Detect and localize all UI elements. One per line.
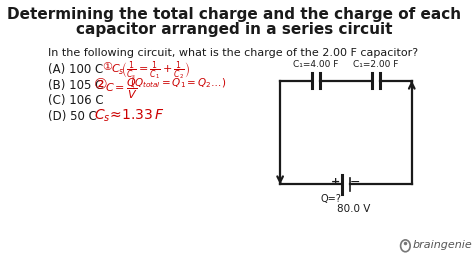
Text: braingenie: braingenie — [412, 240, 472, 250]
Text: ①: ① — [102, 62, 112, 72]
Text: (C) 106 C: (C) 106 C — [48, 94, 104, 107]
Text: $C_s\!\left(\frac{1}{C_s}=\frac{1}{C_1}+\frac{1}{C_2}\right)$: $C_s\!\left(\frac{1}{C_s}=\frac{1}{C_1}+… — [111, 60, 190, 82]
Text: $C_s\!\approx\!1.33\,F$: $C_s\!\approx\!1.33\,F$ — [94, 107, 165, 124]
Text: 80.0 V: 80.0 V — [337, 204, 370, 214]
Text: ②: ② — [94, 77, 108, 92]
Text: (D) 50 C: (D) 50 C — [48, 110, 97, 123]
Text: Determining the total charge and the charge of each: Determining the total charge and the cha… — [7, 7, 461, 22]
Text: C₁=2.00 F: C₁=2.00 F — [353, 60, 399, 69]
Text: Q=?: Q=? — [321, 194, 342, 204]
Text: $C=\dfrac{Q}{V}$: $C=\dfrac{Q}{V}$ — [105, 77, 138, 101]
Text: capacitor arranged in a series circuit: capacitor arranged in a series circuit — [76, 22, 392, 37]
Text: (B) 105 C: (B) 105 C — [48, 78, 103, 92]
Text: +: + — [331, 177, 341, 188]
Text: −: − — [350, 176, 360, 189]
Text: $\left(Q_{total}=Q_1=Q_2\ldots\right)$: $\left(Q_{total}=Q_1=Q_2\ldots\right)$ — [130, 77, 227, 90]
Text: (A) 100 C: (A) 100 C — [48, 63, 103, 76]
Text: In the following circuit, what is the charge of the 2.00 F capacitor?: In the following circuit, what is the ch… — [48, 48, 418, 58]
Text: C₁=4.00 F: C₁=4.00 F — [293, 60, 339, 69]
